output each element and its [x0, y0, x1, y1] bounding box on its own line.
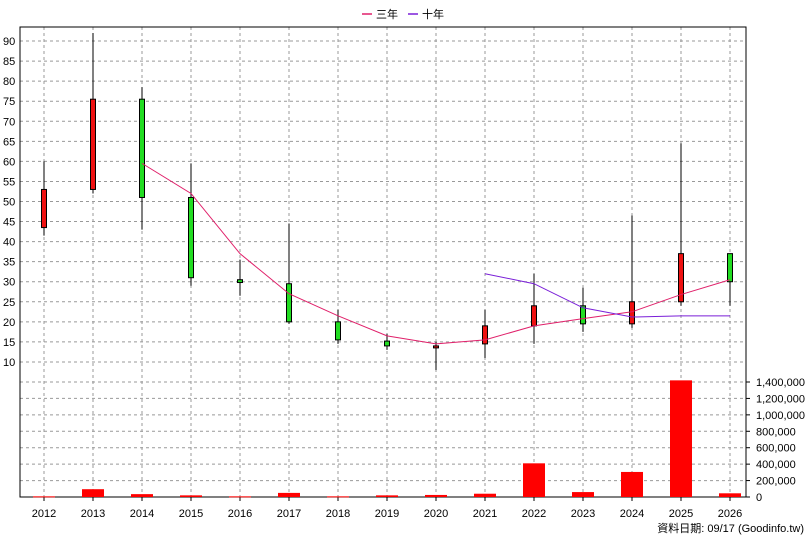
candle-body	[237, 279, 243, 284]
legend: 三年 十年	[362, 7, 444, 21]
volume-bar	[278, 492, 300, 497]
volume-bar	[180, 495, 202, 497]
price-tick-label: 65	[3, 136, 15, 148]
price-tick-label: 25	[3, 297, 15, 309]
price-tick-label: 45	[3, 217, 15, 229]
candle-body	[335, 321, 341, 341]
volume-bar	[376, 495, 398, 497]
candle-body	[727, 253, 733, 283]
volume-tick-label: 800,000	[756, 426, 796, 438]
footer-note: 資料日期: 09/17 (Goodinfo.tw)	[657, 521, 804, 535]
volume-bar	[131, 494, 153, 497]
candle-body	[580, 305, 586, 325]
series-line	[141, 162, 731, 345]
volume-axis: 0 200,000 400,000 600,000 800,000 1,000,000 1,…	[746, 377, 805, 504]
x-tick-label: 2024	[620, 508, 644, 520]
volume-bar	[327, 496, 349, 498]
volume-tick-label: 1,000,000	[756, 410, 805, 422]
grid	[20, 27, 746, 498]
price-tick-label: 90	[3, 36, 15, 48]
price-tick-label: 30	[3, 277, 15, 289]
candle-body	[433, 345, 439, 349]
candle-body	[678, 253, 684, 303]
volume-bar	[33, 496, 55, 498]
candle-body	[41, 188, 47, 229]
price-tick-label: 80	[3, 76, 15, 88]
volume-bar	[670, 380, 692, 497]
candle-body	[629, 301, 635, 325]
x-tick-label: 2018	[326, 508, 350, 520]
price-tick-label: 60	[3, 156, 15, 168]
x-tick-label: 2019	[375, 508, 399, 520]
price-axis: 10 15 20 25 30 35 40 45 50 55 60 65 70 75 80 85 90	[3, 36, 15, 369]
volume-bar	[229, 496, 251, 498]
volume-bar	[719, 493, 741, 497]
price-tick-label: 55	[3, 176, 15, 188]
x-tick-label: 2016	[228, 508, 252, 520]
volume-bar	[82, 489, 104, 497]
price-tick-label: 40	[3, 237, 15, 249]
volume-tick-label: 400,000	[756, 459, 796, 471]
volume-tick-label: 1,200,000	[756, 393, 805, 405]
volume-tick-label: 600,000	[756, 443, 796, 455]
x-tick-label: 2017	[277, 508, 301, 520]
x-tick-label: 2020	[424, 508, 448, 520]
price-tick-label: 75	[3, 96, 15, 108]
x-tick-label: 2026	[718, 508, 742, 520]
x-tick-label: 2012	[32, 508, 56, 520]
volume-tick-label: 1,400,000	[756, 377, 805, 389]
legend-label: 三年	[376, 7, 398, 21]
volume-bars	[33, 380, 741, 498]
x-tick-label: 2013	[81, 508, 105, 520]
x-tick-label: 2023	[571, 508, 595, 520]
price-tick-label: 35	[3, 257, 15, 269]
price-tick-label: 85	[3, 56, 15, 68]
candles	[41, 33, 733, 370]
volume-bar	[474, 493, 496, 497]
price-tick-label: 20	[3, 317, 15, 329]
legend-label: 十年	[422, 7, 444, 21]
candle-body	[188, 196, 194, 279]
x-tick-label: 2025	[669, 508, 693, 520]
volume-bar	[523, 463, 545, 497]
x-tick-label: 2014	[130, 508, 154, 520]
price-tick-label: 15	[3, 337, 15, 349]
x-tick-label: 2015	[179, 508, 203, 520]
candle-body	[531, 305, 537, 327]
moving-average-lines	[141, 162, 731, 345]
price-tick-label: 70	[3, 116, 15, 128]
x-axis: 2012 2013 2014 2015 2016 2017 2018 2019 2020 2021…	[32, 497, 742, 520]
x-tick-label: 2022	[522, 508, 546, 520]
x-tick-label: 2021	[473, 508, 497, 520]
candle-body	[90, 98, 96, 190]
volume-tick-label: 0	[756, 492, 762, 504]
volume-bar	[572, 492, 594, 497]
candle-body	[482, 325, 488, 345]
volume-tick-label: 200,000	[756, 476, 796, 488]
candle-body	[139, 98, 145, 198]
volume-bar	[621, 471, 643, 497]
candle-body	[286, 283, 292, 323]
price-tick-label: 50	[3, 196, 15, 208]
volume-bar	[425, 494, 447, 497]
candle-body	[384, 340, 390, 347]
series-line	[484, 273, 730, 318]
price-tick-label: 10	[3, 357, 15, 369]
